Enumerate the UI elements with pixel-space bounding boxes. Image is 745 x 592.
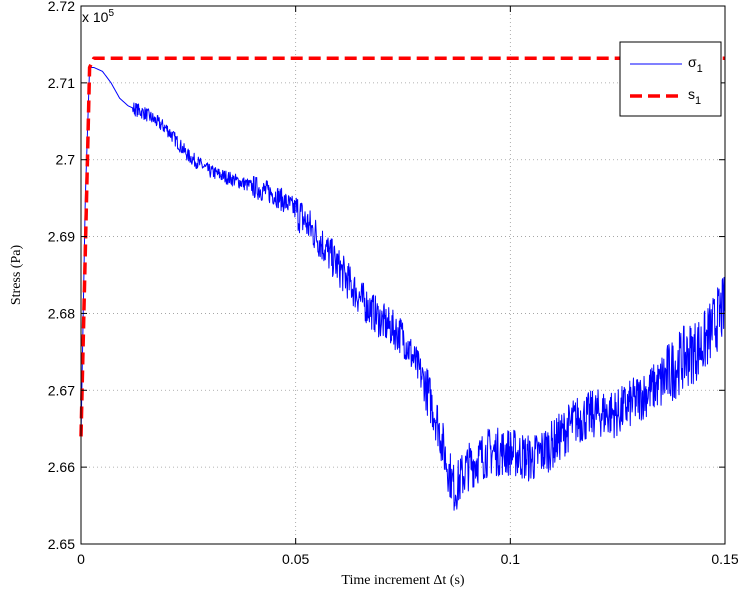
x-tick-label: 0.1 [501, 551, 521, 567]
x-tick-label: 0.05 [282, 551, 309, 567]
x-axis-label: Time increment Δt (s) [341, 573, 465, 588]
y-axis-label: Stress (Pa) [9, 245, 24, 306]
legend: σ1 s1 [619, 41, 722, 117]
plot-background [81, 6, 725, 544]
y-tick-label: 2.7 [56, 152, 76, 168]
y-tick-label: 2.68 [48, 305, 75, 321]
y-exponent-label: x 105 [82, 8, 114, 25]
y-tick-label: 2.72 [48, 0, 75, 14]
y-tick-label: 2.69 [48, 229, 75, 245]
x-tick-label: 0 [77, 551, 85, 567]
x-tick-label: 0.15 [711, 551, 738, 567]
legend-box [619, 41, 722, 117]
y-tick-label: 2.66 [48, 459, 75, 475]
y-exponent-power: 5 [108, 8, 114, 19]
y-tick-label: 2.65 [48, 536, 75, 552]
series-line-2 [79, 56, 725, 437]
series-line-1 [80, 66, 726, 511]
legend-label: s1 [688, 86, 701, 107]
y-tick-label: 2.67 [48, 382, 75, 398]
series-layer [79, 56, 726, 511]
plot-frame [80, 5, 726, 545]
y-tick-label: 2.71 [48, 75, 75, 91]
legend-label: σ1 [688, 54, 703, 75]
ticks: 0 0.05 0.1 0.15 2.65 2.66 2.67 2.68 2.69 2.7 2.71 2… [48, 0, 739, 567]
